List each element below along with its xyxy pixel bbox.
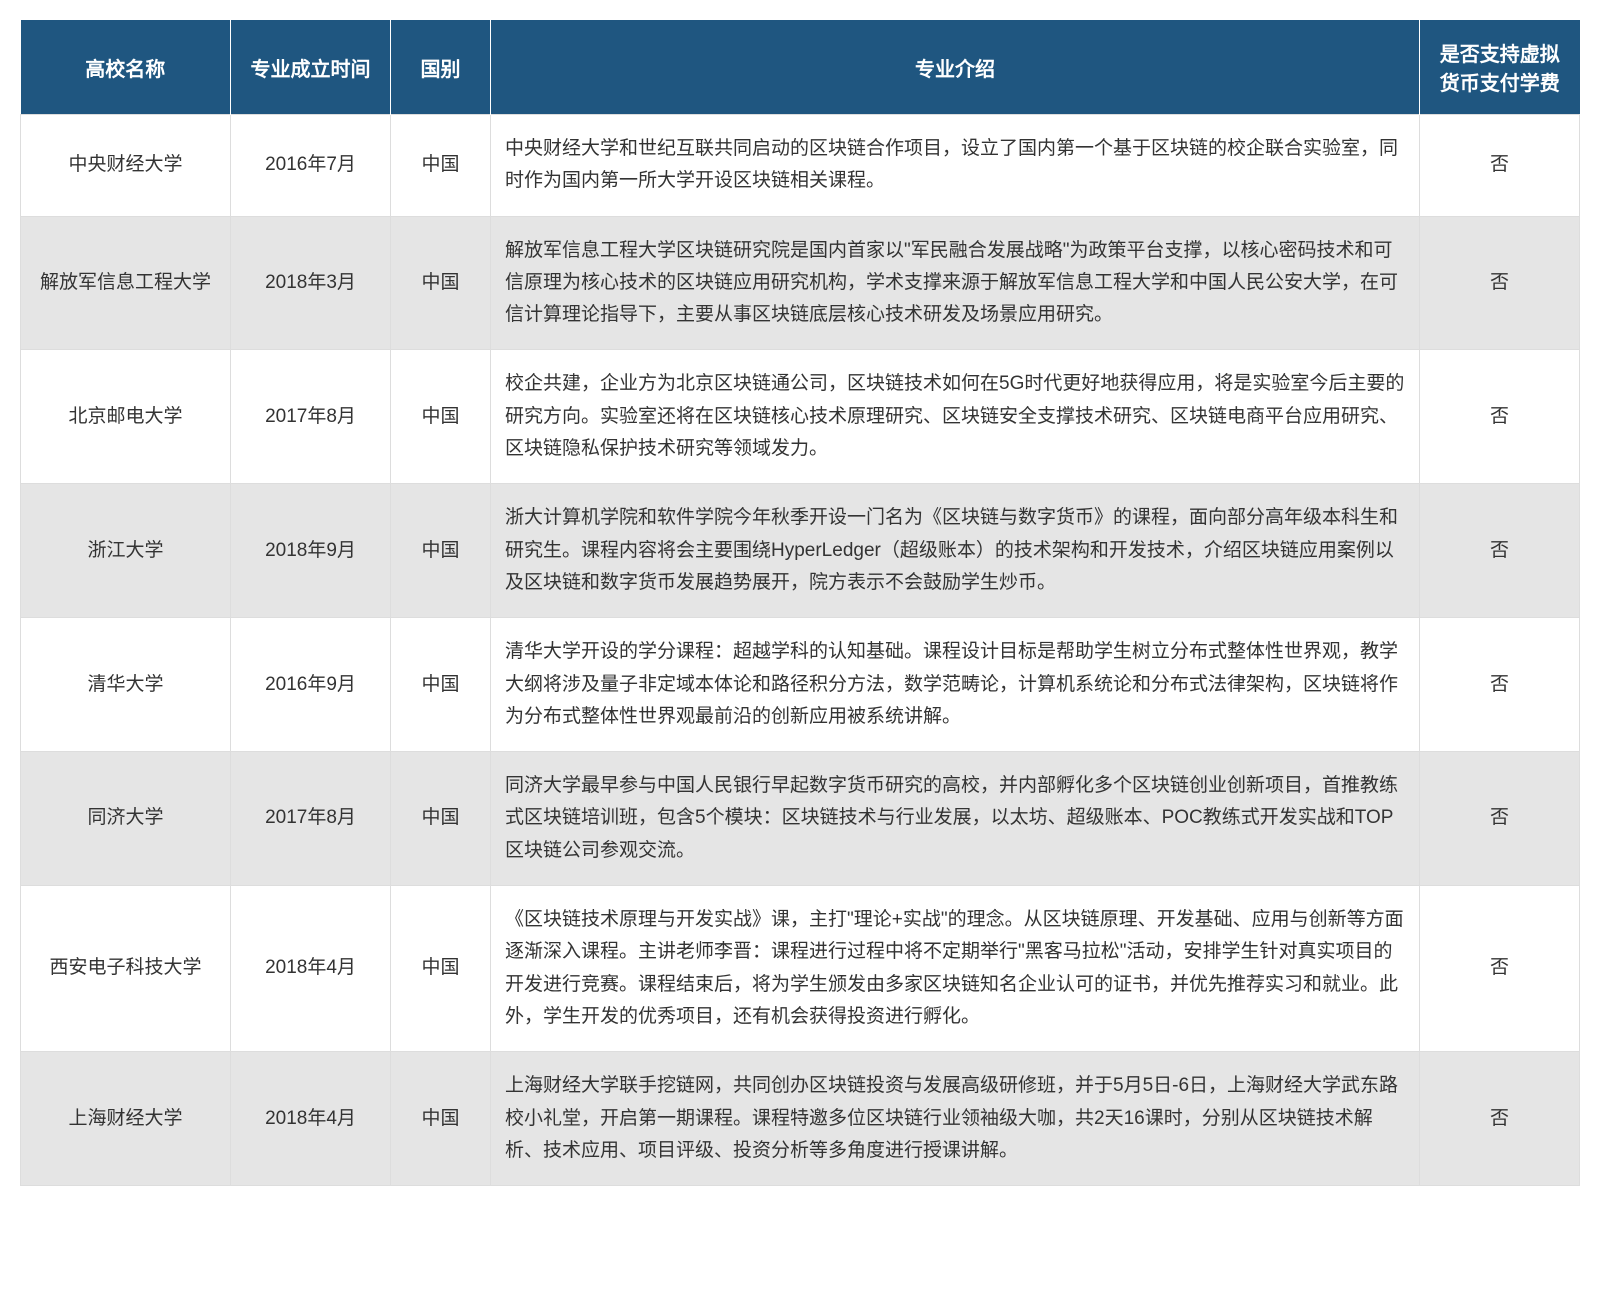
cell-desc: 清华大学开设的学分课程：超越学科的认知基础。课程设计目标是帮助学生树立分布式整体… <box>491 618 1420 752</box>
table-row: 北京邮电大学 2017年8月 中国 校企共建，企业方为北京区块链通公司，区块链技… <box>21 350 1580 484</box>
header-crypto: 是否支持虚拟货币支付学费 <box>1420 20 1580 115</box>
cell-crypto: 否 <box>1420 618 1580 752</box>
cell-country: 中国 <box>391 752 491 886</box>
cell-date: 2018年9月 <box>231 484 391 618</box>
header-country: 国别 <box>391 20 491 115</box>
table-row: 清华大学 2016年9月 中国 清华大学开设的学分课程：超越学科的认知基础。课程… <box>21 618 1580 752</box>
cell-date: 2016年9月 <box>231 618 391 752</box>
cell-country: 中国 <box>391 350 491 484</box>
cell-name: 解放军信息工程大学 <box>21 216 231 350</box>
cell-name: 北京邮电大学 <box>21 350 231 484</box>
university-blockchain-table: 高校名称 专业成立时间 国别 专业介绍 是否支持虚拟货币支付学费 中央财经大学 … <box>20 20 1580 1186</box>
header-desc: 专业介绍 <box>491 20 1420 115</box>
table-row: 西安电子科技大学 2018年4月 中国 《区块链技术原理与开发实战》课，主打"理… <box>21 886 1580 1052</box>
table-row: 解放军信息工程大学 2018年3月 中国 解放军信息工程大学区块链研究院是国内首… <box>21 216 1580 350</box>
cell-name: 同济大学 <box>21 752 231 886</box>
cell-name: 中央财经大学 <box>21 115 231 217</box>
table-row: 中央财经大学 2016年7月 中国 中央财经大学和世纪互联共同启动的区块链合作项… <box>21 115 1580 217</box>
cell-country: 中国 <box>391 618 491 752</box>
cell-desc: 中央财经大学和世纪互联共同启动的区块链合作项目，设立了国内第一个基于区块链的校企… <box>491 115 1420 217</box>
table-row: 同济大学 2017年8月 中国 同济大学最早参与中国人民银行早起数字货币研究的高… <box>21 752 1580 886</box>
cell-desc: 《区块链技术原理与开发实战》课，主打"理论+实战"的理念。从区块链原理、开发基础… <box>491 886 1420 1052</box>
cell-desc: 同济大学最早参与中国人民银行早起数字货币研究的高校，并内部孵化多个区块链创业创新… <box>491 752 1420 886</box>
cell-date: 2017年8月 <box>231 350 391 484</box>
table-row: 上海财经大学 2018年4月 中国 上海财经大学联手挖链网，共同创办区块链投资与… <box>21 1052 1580 1186</box>
cell-crypto: 否 <box>1420 350 1580 484</box>
cell-country: 中国 <box>391 1052 491 1186</box>
table-body: 中央财经大学 2016年7月 中国 中央财经大学和世纪互联共同启动的区块链合作项… <box>21 115 1580 1186</box>
cell-crypto: 否 <box>1420 752 1580 886</box>
cell-desc: 浙大计算机学院和软件学院今年秋季开设一门名为《区块链与数字货币》的课程，面向部分… <box>491 484 1420 618</box>
table-header-row: 高校名称 专业成立时间 国别 专业介绍 是否支持虚拟货币支付学费 <box>21 20 1580 115</box>
cell-date: 2018年3月 <box>231 216 391 350</box>
cell-name: 上海财经大学 <box>21 1052 231 1186</box>
cell-desc: 上海财经大学联手挖链网，共同创办区块链投资与发展高级研修班，并于5月5日-6日，… <box>491 1052 1420 1186</box>
cell-country: 中国 <box>391 484 491 618</box>
cell-crypto: 否 <box>1420 216 1580 350</box>
cell-name: 西安电子科技大学 <box>21 886 231 1052</box>
table-row: 浙江大学 2018年9月 中国 浙大计算机学院和软件学院今年秋季开设一门名为《区… <box>21 484 1580 618</box>
cell-name: 清华大学 <box>21 618 231 752</box>
cell-country: 中国 <box>391 115 491 217</box>
cell-desc: 解放军信息工程大学区块链研究院是国内首家以"军民融合发展战略"为政策平台支撑，以… <box>491 216 1420 350</box>
cell-date: 2018年4月 <box>231 886 391 1052</box>
header-date: 专业成立时间 <box>231 20 391 115</box>
data-table: 高校名称 专业成立时间 国别 专业介绍 是否支持虚拟货币支付学费 中央财经大学 … <box>20 20 1580 1186</box>
cell-country: 中国 <box>391 216 491 350</box>
cell-date: 2016年7月 <box>231 115 391 217</box>
cell-date: 2017年8月 <box>231 752 391 886</box>
cell-name: 浙江大学 <box>21 484 231 618</box>
header-name: 高校名称 <box>21 20 231 115</box>
cell-crypto: 否 <box>1420 1052 1580 1186</box>
cell-crypto: 否 <box>1420 115 1580 217</box>
cell-date: 2018年4月 <box>231 1052 391 1186</box>
cell-desc: 校企共建，企业方为北京区块链通公司，区块链技术如何在5G时代更好地获得应用，将是… <box>491 350 1420 484</box>
cell-country: 中国 <box>391 886 491 1052</box>
cell-crypto: 否 <box>1420 484 1580 618</box>
cell-crypto: 否 <box>1420 886 1580 1052</box>
